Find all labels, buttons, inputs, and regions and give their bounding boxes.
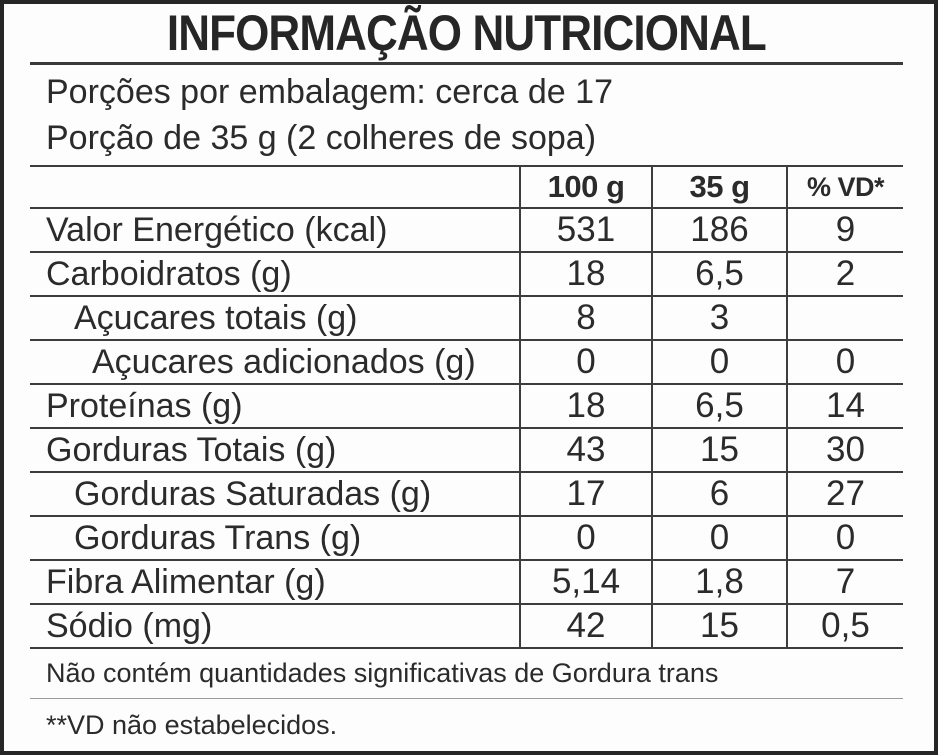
table-row-saturated-fat: Gorduras Saturadas (g) 17 6 27 xyxy=(30,471,903,515)
value-100g: 18 xyxy=(519,385,651,427)
value-vd: 0,5 xyxy=(786,605,903,647)
value-35g: 15 xyxy=(651,429,786,471)
table-row-trans-fat: Gorduras Trans (g) 0 0 0 xyxy=(30,515,903,559)
table-row-carbs: Carboidratos (g) 18 6,5 2 xyxy=(30,251,903,295)
serving-size: Porção de 35 g (2 colheres de sopa) xyxy=(46,119,597,158)
value-35g: 6,5 xyxy=(651,385,786,427)
row-label: Sódio (mg) xyxy=(46,606,213,645)
row-label: Gorduras Totais (g) xyxy=(46,430,337,469)
value-vd xyxy=(786,297,903,339)
value-100g: 5,14 xyxy=(519,561,651,603)
table-row-total-fat: Gorduras Totais (g) 43 15 30 xyxy=(30,427,903,471)
value-vd: 0 xyxy=(786,341,903,383)
value-vd: 7 xyxy=(786,561,903,603)
value-35g: 3 xyxy=(651,297,786,339)
table-row-sodium: Sódio (mg) 42 15 0,5 xyxy=(30,603,903,647)
table-row-fiber: Fibra Alimentar (g) 5,14 1,8 7 xyxy=(30,559,903,603)
value-100g: 0 xyxy=(519,517,651,559)
value-35g: 1,8 xyxy=(651,561,786,603)
header-empty-cell xyxy=(30,167,519,207)
nutrition-table: 100 g 35 g % VD* Valor Energético (kcal)… xyxy=(30,165,903,649)
value-35g: 0 xyxy=(651,341,786,383)
table-row-protein: Proteínas (g) 18 6,5 14 xyxy=(30,383,903,427)
value-35g: 6 xyxy=(651,473,786,515)
value-100g: 531 xyxy=(519,209,651,251)
servings-per-package: Porções por embalagem: cerca de 17 xyxy=(46,72,613,111)
value-100g: 8 xyxy=(519,297,651,339)
row-label: Açucares adicionados (g) xyxy=(92,342,476,381)
value-100g: 43 xyxy=(519,429,651,471)
row-label: Carboidratos (g) xyxy=(46,254,292,293)
row-label: Valor Energético (kcal) xyxy=(46,210,388,249)
value-vd: 0 xyxy=(786,517,903,559)
table-row-energy: Valor Energético (kcal) 531 186 9 xyxy=(30,207,903,251)
title-row: INFORMAÇÃO NUTRICIONAL xyxy=(30,4,903,65)
value-35g: 6,5 xyxy=(651,253,786,295)
col-header-100g: 100 g xyxy=(519,167,651,207)
value-100g: 17 xyxy=(519,473,651,515)
label-title: INFORMAÇÃO NUTRICIONAL xyxy=(166,5,767,61)
value-35g: 0 xyxy=(651,517,786,559)
row-label: Gorduras Trans (g) xyxy=(74,518,362,557)
no-trans-fat-note: Não contém quantidades significativas de… xyxy=(30,649,903,699)
row-label: Proteínas (g) xyxy=(46,386,243,425)
value-vd: 9 xyxy=(786,209,903,251)
value-vd: 14 xyxy=(786,385,903,427)
value-35g: 15 xyxy=(651,605,786,647)
table-row-total-sugars: Açucares totais (g) 8 3 xyxy=(30,295,903,339)
serving-info: Porções por embalagem: cerca de 17 Porçã… xyxy=(30,65,903,165)
label-inner: INFORMAÇÃO NUTRICIONAL Porções por embal… xyxy=(4,4,934,751)
value-35g: 186 xyxy=(651,209,786,251)
value-vd: 2 xyxy=(786,253,903,295)
table-row-added-sugars: Açucares adicionados (g) 0 0 0 xyxy=(30,339,903,383)
value-100g: 18 xyxy=(519,253,651,295)
vd-footnote: **VD não estabelecidos. xyxy=(46,709,338,740)
value-100g: 0 xyxy=(519,341,651,383)
value-vd: 27 xyxy=(786,473,903,515)
col-header-35g: 35 g xyxy=(651,167,786,207)
row-label: Açucares totais (g) xyxy=(74,298,358,337)
row-label: Fibra Alimentar (g) xyxy=(46,562,326,601)
row-label: Gorduras Saturadas (g) xyxy=(74,474,432,513)
value-vd: 30 xyxy=(786,429,903,471)
table-header-row: 100 g 35 g % VD* xyxy=(30,165,903,207)
col-header-vd: % VD* xyxy=(786,167,903,207)
value-100g: 42 xyxy=(519,605,651,647)
